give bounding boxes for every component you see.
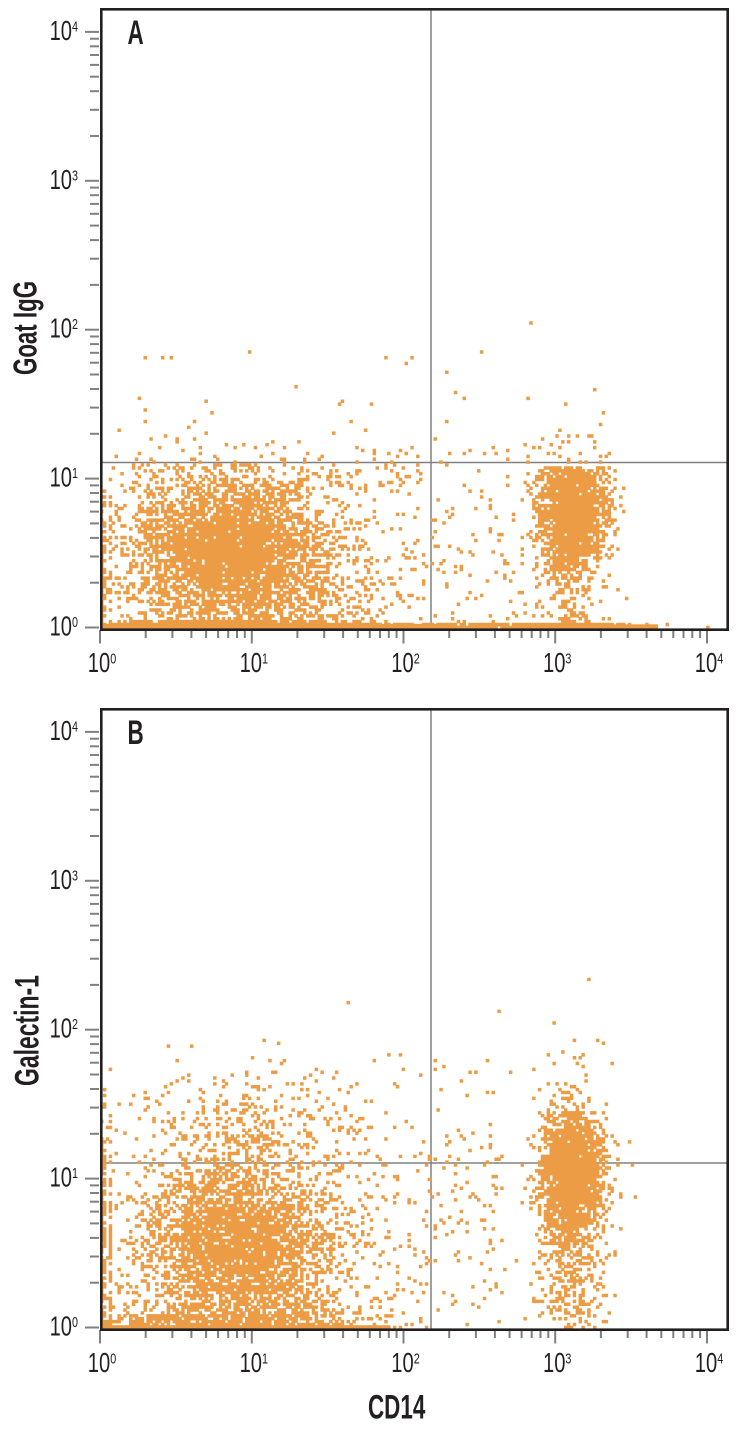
svg-text:Goat IgG: Goat IgG xyxy=(7,281,45,375)
svg-text:CD14: CD14 xyxy=(368,1389,426,1427)
svg-text:B: B xyxy=(128,714,144,752)
svg-text:104: 104 xyxy=(50,16,78,47)
svg-text:Galectin-1: Galectin-1 xyxy=(8,975,47,1086)
svg-text:A: A xyxy=(128,14,144,52)
